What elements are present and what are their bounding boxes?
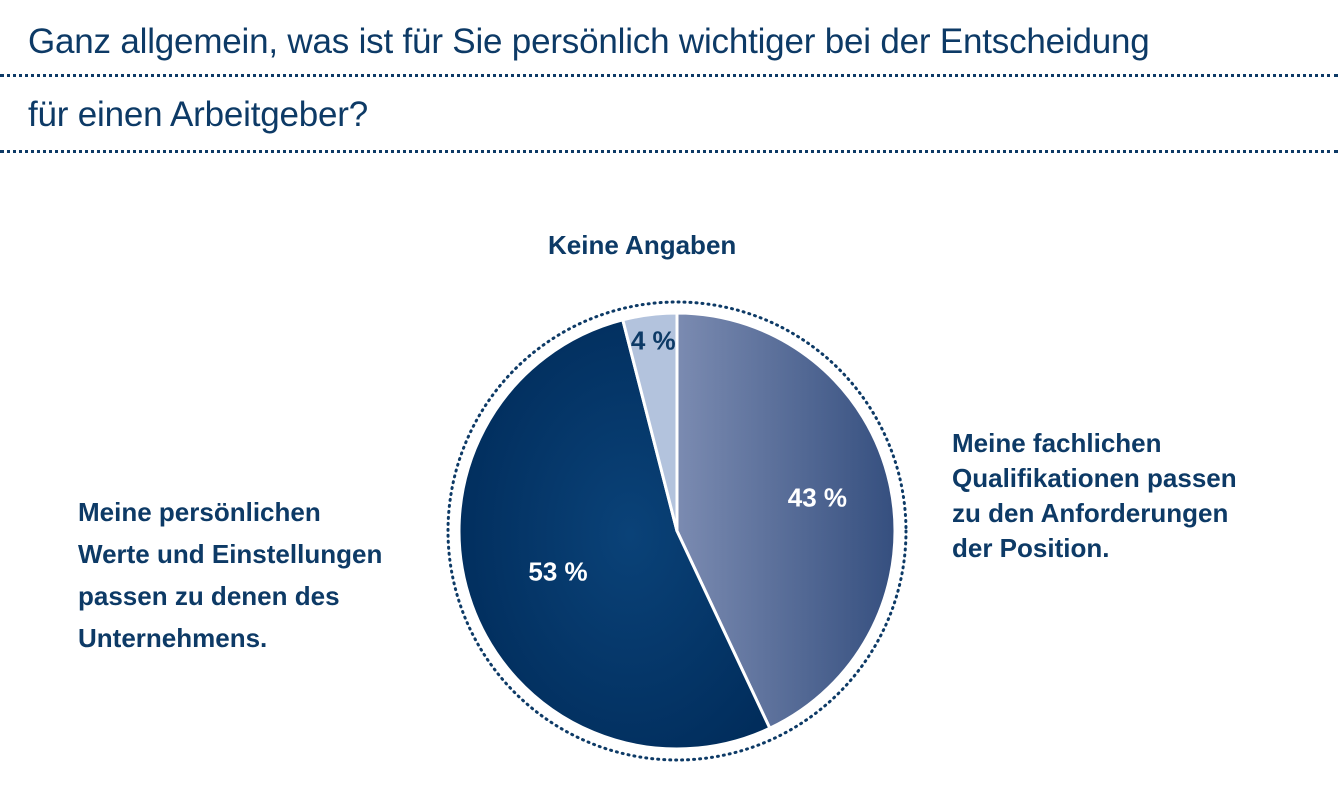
- slice-percentage-label: 43 %: [788, 482, 847, 512]
- pie-slice: [675, 311, 897, 730]
- slice-label-fachliche-qualifikationen: Meine fachlichen Qualifikationen passen …: [952, 426, 1312, 566]
- slice-label-line: Keine Angaben: [548, 230, 737, 260]
- pie-percentage-labels: 43 % 53 % 4 %: [528, 326, 847, 587]
- slice-label-line: Meine fachlichen: [952, 428, 1162, 458]
- chart-title-line-2: für einen Arbeitgeber?: [28, 95, 369, 134]
- dotted-divider: [0, 150, 1338, 153]
- slice-label-line: Werte und Einstellungen: [78, 539, 383, 569]
- slice-label-line: zu den Anforderungen: [952, 498, 1229, 528]
- slice-percentage-label: 4 %: [631, 326, 676, 356]
- pie-slice: [457, 318, 772, 751]
- slice-label-line: der Position.: [952, 533, 1110, 563]
- slice-label-line: Meine persönlichen: [78, 497, 321, 527]
- slice-label-line: Unternehmens.: [78, 623, 268, 653]
- pie-slice: [621, 311, 679, 533]
- slice-label-line: Qualifikationen passen: [952, 463, 1237, 493]
- pie-slices: [457, 311, 897, 751]
- dotted-divider: [0, 74, 1338, 77]
- slice-label-line: passen zu denen des: [78, 581, 340, 611]
- pie-chart: 43 % 53 % 4 %: [446, 300, 908, 762]
- slice-label-persoenliche-werte: Meine persönlichen Werte und Einstellung…: [78, 491, 438, 659]
- pie-dotted-outline: [446, 300, 908, 762]
- slice-percentage-label: 53 %: [528, 557, 587, 587]
- slice-label-keine-angaben: Keine Angaben: [548, 228, 736, 263]
- chart-title-line-1: Ganz allgemein, was ist für Sie persönli…: [28, 22, 1150, 61]
